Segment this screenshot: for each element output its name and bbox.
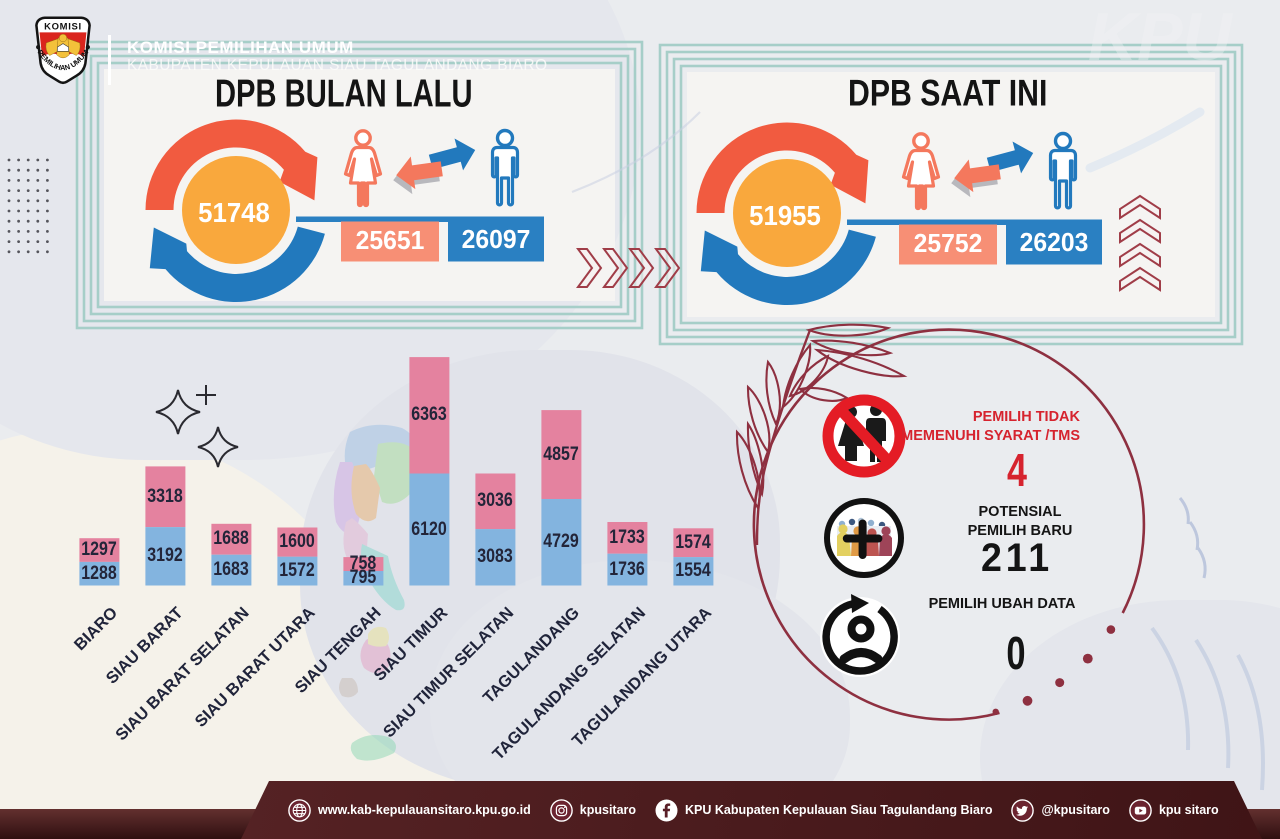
svg-text:KPU: KPU: [1088, 0, 1233, 75]
svg-text:KOMISI: KOMISI: [44, 22, 82, 33]
